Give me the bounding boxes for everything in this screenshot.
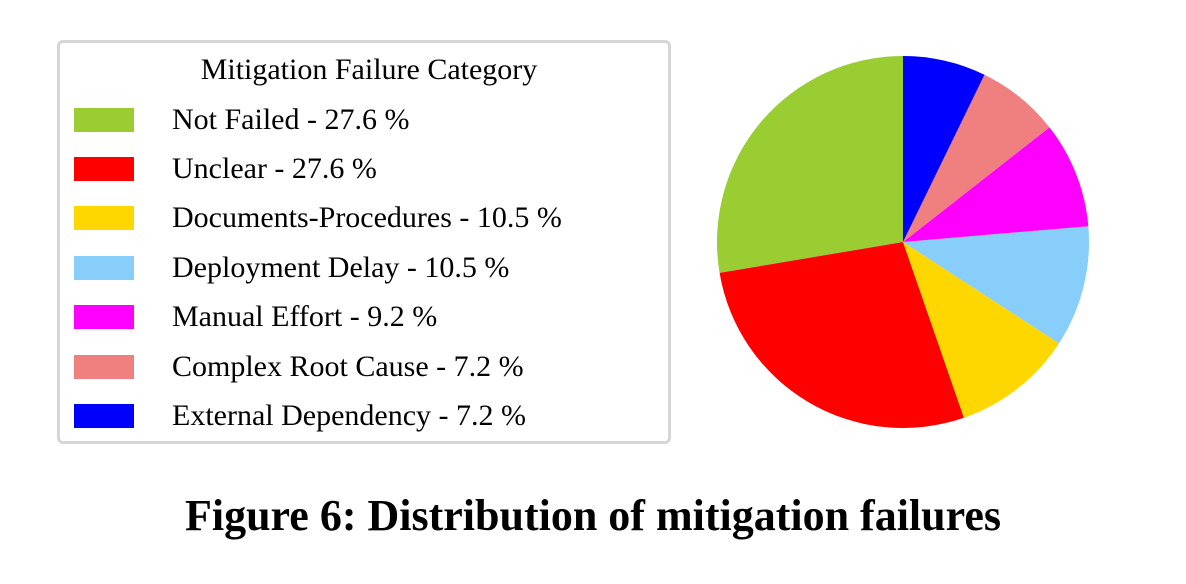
- legend-swatch: [74, 206, 134, 230]
- legend-swatch: [74, 305, 134, 329]
- legend-label: Unclear - 27.6 %: [172, 152, 377, 185]
- legend-swatch: [74, 355, 134, 379]
- legend-label: Deployment Delay - 10.5 %: [172, 251, 510, 284]
- legend-label: External Dependency - 7.2 %: [172, 399, 527, 432]
- pie-slice-deployment-delay: [903, 226, 1090, 344]
- legend-title: Mitigation Failure Category: [200, 53, 538, 86]
- legend-item-external-dependency: External Dependency - 7.2 %: [74, 399, 527, 432]
- figure-caption: Figure 6: Distribution of mitigation fai…: [184, 491, 1002, 540]
- pie-slice-not-failed: [716, 56, 903, 273]
- legend-item-deployment-delay: Deployment Delay - 10.5 %: [74, 251, 510, 284]
- legend-item-complex-root-cause: Complex Root Cause - 7.2 %: [74, 350, 524, 383]
- legend-label: Complex Root Cause - 7.2 %: [172, 350, 524, 383]
- legend-label: Not Failed - 27.6 %: [172, 103, 410, 136]
- legend-swatch: [74, 157, 134, 181]
- pie-slice-unclear: [719, 242, 964, 429]
- legend-swatch: [74, 404, 134, 428]
- legend-label: Manual Effort - 9.2 %: [172, 300, 438, 333]
- legend-item-not-failed: Not Failed - 27.6 %: [74, 103, 410, 136]
- chart-legend: Mitigation Failure Category Not Failed -…: [57, 40, 671, 444]
- legend-item-manual-effort: Manual Effort - 9.2 %: [74, 300, 438, 333]
- pie-slice-complex-root-cause: [903, 74, 1050, 243]
- legend-item-unclear: Unclear - 27.6 %: [74, 152, 377, 185]
- pie-slice-external-dependency: [903, 56, 985, 242]
- legend-swatch: [74, 256, 134, 280]
- legend-label: Documents-Procedures - 10.5 %: [172, 201, 562, 234]
- pie-slice-documents-procedures: [903, 242, 1059, 418]
- legend-item-documents-procedures: Documents-Procedures - 10.5 %: [74, 201, 562, 234]
- pie-slice-manual-effort: [903, 127, 1089, 242]
- legend-swatch: [74, 108, 134, 132]
